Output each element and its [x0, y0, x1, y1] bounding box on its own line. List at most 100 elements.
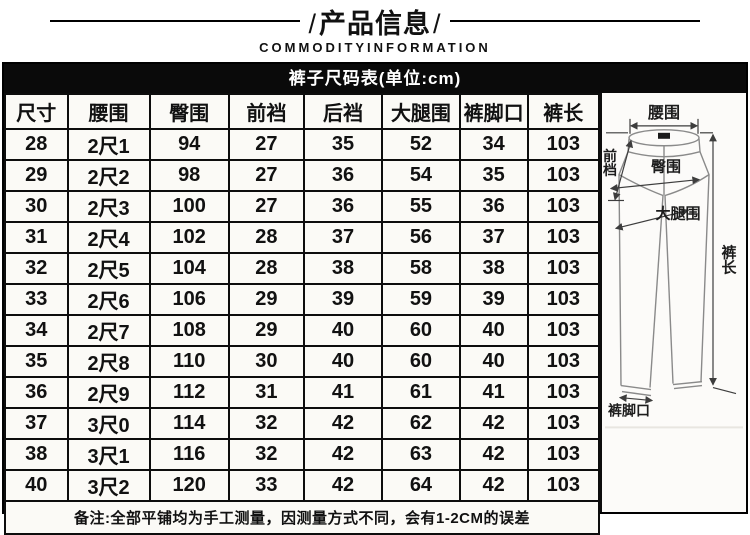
- table-cell: 27: [227, 128, 305, 161]
- table-cell: 58: [381, 252, 461, 285]
- table-cell: 2尺4: [66, 221, 151, 254]
- pants-diagram-svg: 腰围 前档 臀围 大腿围 裤长 裤脚口: [602, 104, 743, 429]
- table-cell: 31: [4, 221, 69, 254]
- table-cell: 28: [227, 221, 305, 254]
- slash-decoration: /: [433, 8, 442, 39]
- table-cell: 34: [4, 314, 69, 347]
- table-cell: 37: [302, 221, 384, 254]
- column-header: 臀围: [148, 93, 230, 130]
- front-rise-label: 前档: [602, 148, 618, 178]
- table-cell: 38: [4, 438, 69, 471]
- table-cell: 102: [148, 221, 230, 254]
- table-row: 31 2尺4 102 28 37 56 37 103: [4, 221, 601, 254]
- table-row: 33 2尺6 106 29 39 59 39 103: [4, 283, 601, 316]
- table-cell: 112: [148, 376, 230, 409]
- table-cell: 29: [4, 159, 69, 192]
- hip-label: 臀围: [651, 158, 681, 176]
- table-cell: 63: [381, 438, 461, 471]
- column-header: 前裆: [227, 93, 305, 130]
- table-cell: 40: [4, 469, 69, 502]
- table-cell: 2尺2: [66, 159, 151, 192]
- table-cell: 27: [227, 190, 305, 223]
- table-row: 34 2尺7 108 29 40 60 40 103: [4, 314, 601, 347]
- column-header: 尺寸: [4, 93, 69, 130]
- table-cell: 108: [148, 314, 230, 347]
- table-cell: 94: [148, 128, 230, 161]
- table-cell: 60: [381, 314, 461, 347]
- table-cell: 28: [4, 128, 69, 161]
- table-cell: 42: [302, 438, 384, 471]
- size-table-header-row: 尺寸 腰围 臀围 前裆 后裆 大腿围 裤脚口 裤长: [4, 93, 601, 130]
- table-row: 28 2尺1 94 27 35 52 34 103: [4, 128, 601, 161]
- table-cell: 98: [148, 159, 230, 192]
- table-cell: 56: [381, 221, 461, 254]
- table-cell: 40: [458, 345, 529, 378]
- size-chart-title-bar: 裤子尺码表(单位:cm): [4, 64, 746, 93]
- table-cell: 106: [148, 283, 230, 316]
- table-cell: 36: [302, 159, 384, 192]
- table-cell: 35: [458, 159, 529, 192]
- table-cell: 54: [381, 159, 461, 192]
- table-cell: 29: [227, 314, 305, 347]
- table-cell: 28: [227, 252, 305, 285]
- table-cell: 42: [302, 407, 384, 440]
- table-cell: 32: [227, 438, 305, 471]
- table-cell: 30: [4, 190, 69, 223]
- table-cell: 30: [227, 345, 305, 378]
- table-cell: 33: [4, 283, 69, 316]
- table-row: 38 3尺1 116 32 42 63 42 103: [4, 438, 601, 471]
- table-cell: 103: [526, 221, 601, 254]
- table-cell: 2尺3: [66, 190, 151, 223]
- table-cell: 39: [458, 283, 529, 316]
- measure-lines: [606, 118, 737, 404]
- table-cell: 103: [526, 438, 601, 471]
- table-cell: 103: [526, 376, 601, 409]
- column-header: 后裆: [302, 93, 384, 130]
- table-cell: 3尺1: [66, 438, 151, 471]
- table-cell: 2尺1: [66, 128, 151, 161]
- table-row: 32 2尺5 104 28 38 58 38 103: [4, 252, 601, 285]
- table-cell: 35: [302, 128, 384, 161]
- table-cell: 103: [526, 252, 601, 285]
- table-cell: 103: [526, 407, 601, 440]
- banner-subtitle: COMMODITYINFORMATION: [259, 40, 491, 55]
- table-cell: 116: [148, 438, 230, 471]
- table-cell: 2尺6: [66, 283, 151, 316]
- table-cell: 100: [148, 190, 230, 223]
- table-row: 30 2尺3 100 27 36 55 36 103: [4, 190, 601, 223]
- table-cell: 60: [381, 345, 461, 378]
- table-cell: 103: [526, 159, 601, 192]
- column-header: 腰围: [66, 93, 151, 130]
- table-cell: 42: [458, 407, 529, 440]
- table-cell: 37: [458, 221, 529, 254]
- table-cell: 103: [526, 190, 601, 223]
- length-label: 裤长: [719, 243, 736, 275]
- table-row: 37 3尺0 114 32 42 62 42 103: [4, 407, 601, 440]
- table-cell: 52: [381, 128, 461, 161]
- banner-line-left: [50, 20, 301, 22]
- banner-line-right: [449, 20, 700, 22]
- table-cell: 120: [148, 469, 230, 502]
- table-cell: 36: [302, 190, 384, 223]
- table-cell: 42: [458, 438, 529, 471]
- column-header: 裤脚口: [458, 93, 529, 130]
- size-table: 尺寸 腰围 臀围 前裆 后裆 大腿围 裤脚口 裤长 28 2尺1 94 27 35 52 34 103 29 2…: [4, 93, 601, 535]
- note-row: 备注:全部平铺均为手工测量，因测量方式不同，会有1-2CM的误差: [4, 500, 600, 535]
- column-header: 裤长: [526, 93, 601, 130]
- pants-diagram: 腰围 前档 臀围 大腿围 裤长 裤脚口: [600, 93, 746, 512]
- size-chart-sheet: 裤子尺码表(单位:cm) 尺寸 腰围 臀围 前裆 后裆 大腿围 裤脚口 裤长 28 2尺1 94 2…: [2, 62, 748, 535]
- table-row: 36 2尺9 112 31 41 61 41 103: [4, 376, 601, 409]
- table-cell: 40: [458, 314, 529, 347]
- table-cell: 37: [4, 407, 69, 440]
- size-chart-body: 尺寸 腰围 臀围 前裆 后裆 大腿围 裤脚口 裤长 28 2尺1 94 27 35 52 34 103 29 2…: [4, 93, 746, 535]
- measurement-note: 备注:全部平铺均为手工测量，因测量方式不同，会有1-2CM的误差: [4, 500, 600, 535]
- table-cell: 3尺2: [66, 469, 151, 502]
- table-cell: 59: [381, 283, 461, 316]
- table-cell: 61: [381, 376, 461, 409]
- table-cell: 114: [148, 407, 230, 440]
- size-table-body: 28 2尺1 94 27 35 52 34 103 29 2尺2 98 27 36 54 35 103 30 2尺…: [4, 128, 601, 502]
- table-cell: 35: [4, 345, 69, 378]
- slash-decoration: /: [308, 8, 317, 39]
- banner-title-text: 产品信息: [319, 8, 431, 39]
- table-cell: 62: [381, 407, 461, 440]
